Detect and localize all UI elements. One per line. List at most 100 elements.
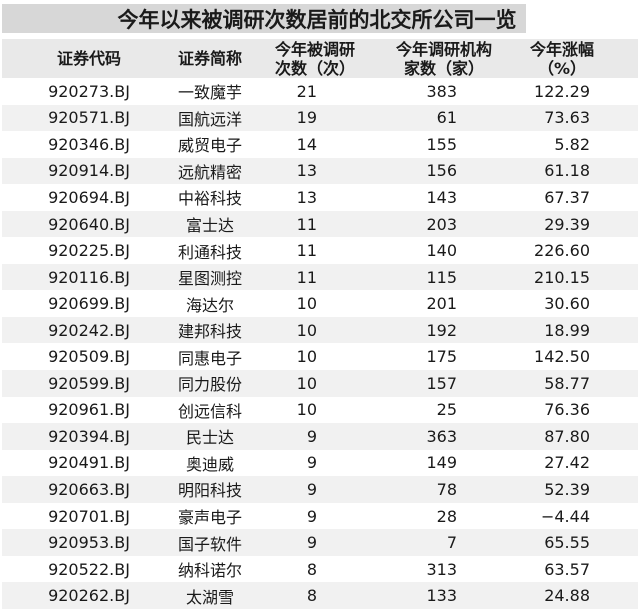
cell-research-times: 10 (296, 294, 317, 314)
column-header-line: 今年调研机构 (395, 39, 492, 59)
cell-institution-count: 7 (446, 533, 457, 553)
cell-ytd-change: 61.18 (544, 161, 590, 181)
table-title: 今年以来被调研次数居前的北交所公司一览 (117, 7, 517, 32)
table-row: 920116.BJ 星图测控 11 115 210.15 (2, 263, 638, 291)
cell-ytd-change: 87.80 (544, 426, 590, 446)
table-row: 920953.BJ 国子软件 9 7 65.55 (2, 529, 638, 556)
cell-institution-count: 115 (426, 267, 457, 287)
cell-ytd-change: 65.55 (544, 533, 590, 553)
cell-security-code: 920273.BJ (48, 81, 130, 101)
cell-security-name: 同力股份 (177, 375, 242, 395)
cell-security-name: 一致魔芋 (177, 83, 242, 103)
cell-institution-count: 383 (426, 81, 457, 101)
cell-ytd-change: 27.42 (544, 453, 590, 473)
cell-ytd-change: 142.50 (534, 347, 590, 367)
cell-security-name: 明阳科技 (177, 481, 242, 501)
cell-institution-count: 25 (436, 400, 457, 420)
table-row: 920663.BJ 明阳科技 9 78 52.39 (2, 476, 638, 503)
column-header-line: 次数（次） (274, 58, 355, 78)
cell-institution-count: 313 (426, 559, 457, 579)
cell-security-name: 富士达 (185, 216, 234, 235)
cell-ytd-change: 67.37 (544, 187, 590, 207)
cell-security-name: 豪声电子 (177, 508, 242, 528)
cell-security-name: 奥迪威 (185, 454, 234, 474)
cell-ytd-change: 29.39 (544, 214, 590, 234)
cell-ytd-change: 210.15 (534, 267, 590, 287)
cell-research-times: 8 (306, 559, 317, 579)
cell-institution-count: 61 (436, 108, 457, 128)
column-header-research-times: 今年被调研 次数（次） (244, 39, 386, 78)
cell-research-times: 11 (296, 241, 317, 261)
cell-security-name: 国子软件 (177, 534, 242, 554)
cell-security-name: 建邦科技 (177, 322, 242, 342)
cell-institution-count: 140 (426, 241, 457, 261)
cell-ytd-change: 226.60 (534, 241, 590, 261)
cell-security-code: 920699.BJ (48, 294, 130, 314)
cell-research-times: 9 (306, 453, 317, 473)
table-row: 920522.BJ 纳科诺尔 8 313 63.57 (2, 556, 638, 583)
cell-security-name: 海达尔 (185, 295, 234, 315)
cell-ytd-change: 73.63 (544, 108, 590, 128)
cell-security-code: 920961.BJ (48, 400, 130, 420)
table-row: 920273.BJ 一致魔芋 21 383 122.29 (2, 78, 638, 105)
table-row: 920599.BJ 同力股份 10 157 58.77 (2, 370, 638, 397)
cell-institution-count: 363 (426, 426, 457, 446)
cell-research-times: 10 (296, 347, 317, 367)
cell-security-code: 920571.BJ (48, 108, 130, 128)
cell-institution-count: 155 (426, 134, 457, 154)
column-header-institution-count: 今年调研机构 家数（家） (386, 39, 502, 78)
cell-security-code: 920914.BJ (48, 161, 130, 181)
cell-security-name: 国航远洋 (177, 109, 242, 129)
cell-ytd-change: 63.57 (544, 559, 590, 579)
cell-security-code: 920242.BJ (48, 320, 130, 340)
table-row: 920491.BJ 奥迪威 9 149 27.42 (2, 450, 638, 477)
cell-security-code: 920225.BJ (48, 241, 130, 261)
cell-ytd-change: 30.60 (544, 294, 590, 314)
cell-institution-count: 157 (426, 373, 457, 393)
table-row: 920225.BJ 利通科技 11 140 226.60 (2, 237, 638, 264)
column-header-security-code: 证券代码 (2, 39, 176, 78)
cell-research-times: 14 (296, 134, 317, 154)
cell-security-code: 920394.BJ (48, 426, 130, 446)
table-row: 920509.BJ 同惠电子 10 175 142.50 (2, 343, 638, 370)
cell-security-code: 920509.BJ (48, 347, 130, 367)
cell-security-name: 星图测控 (177, 269, 242, 289)
cell-research-times: 13 (296, 161, 317, 181)
cell-research-times: 9 (306, 479, 317, 499)
cell-security-code: 920346.BJ (48, 134, 130, 154)
column-header-line: （%） (537, 58, 587, 78)
cell-institution-count: 201 (426, 294, 457, 314)
cell-ytd-change: 122.29 (534, 81, 590, 101)
cell-research-times: 8 (306, 586, 317, 606)
cell-research-times: 10 (296, 320, 317, 340)
table-row: 920914.BJ 远航精密 13 156 61.18 (2, 157, 638, 185)
cell-security-code: 920599.BJ (48, 373, 130, 393)
cell-ytd-change: 58.77 (544, 373, 590, 393)
table-row: 920242.BJ 建邦科技 10 192 18.99 (2, 316, 638, 344)
cell-security-name: 中裕科技 (177, 189, 242, 209)
table-title-bar: 今年以来被调研次数居前的北交所公司一览 (2, 4, 526, 33)
cell-security-code: 920640.BJ (48, 214, 130, 234)
column-header-line: 证券代码 (56, 49, 121, 68)
column-header-security-name: 证券简称 (176, 39, 244, 78)
column-header-line: 今年涨幅 (529, 39, 594, 59)
cell-institution-count: 156 (426, 161, 457, 181)
cell-institution-count: 28 (436, 506, 457, 526)
cell-security-name: 威贸电子 (177, 136, 242, 156)
table-body: 920273.BJ 一致魔芋 21 383 122.29 920571.BJ 国… (2, 78, 638, 609)
cell-institution-count: 78 (436, 479, 457, 499)
cell-institution-count: 175 (426, 347, 457, 367)
table-row: 920694.BJ 中裕科技 13 143 67.37 (2, 184, 638, 211)
cell-research-times: 9 (306, 506, 317, 526)
table-row: 920394.BJ 民士达 9 363 87.80 (2, 423, 638, 450)
table-row: 920262.BJ 太湖雪 8 133 24.88 (2, 582, 638, 609)
cell-research-times: 13 (296, 187, 317, 207)
column-header-line: 证券简称 (177, 49, 242, 68)
cell-security-name: 太湖雪 (185, 587, 234, 607)
cell-research-times: 19 (296, 108, 317, 128)
cell-institution-count: 149 (426, 453, 457, 473)
cell-ytd-change: 52.39 (544, 479, 590, 499)
table-row: 920701.BJ 豪声电子 9 28 −4.44 (2, 503, 638, 530)
cell-security-name: 利通科技 (177, 242, 242, 262)
